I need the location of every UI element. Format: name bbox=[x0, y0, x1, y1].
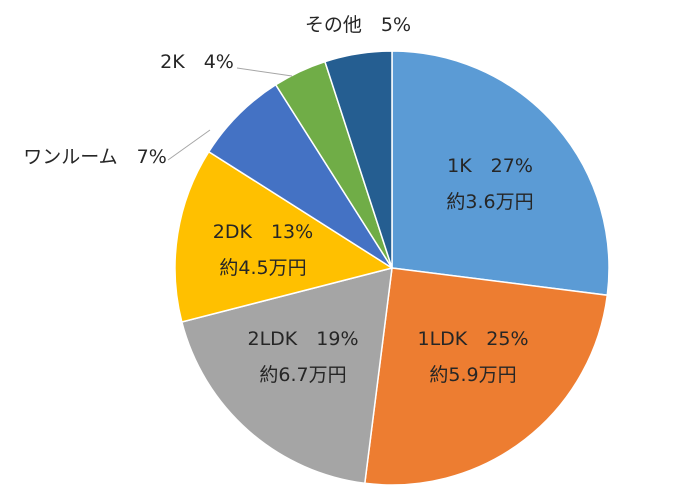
labels-layer: 1K 27% 約3.6万円 1LDK 25% 約5.9万円 2LDK 19% 約6.7万円… bbox=[23, 14, 533, 386]
leader-lines-layer bbox=[167, 67, 293, 161]
slice-label-2LDK: 2LDK 19% bbox=[248, 328, 359, 350]
slice-label-ワンルーム: ワンルーム 7% bbox=[23, 146, 167, 168]
slice-label-1K: 1K 27% bbox=[447, 155, 533, 177]
slice-label-1LDK: 1LDK 25% bbox=[418, 328, 529, 350]
slice-label-その他: その他 5% bbox=[305, 14, 411, 36]
leader-line-2K bbox=[236, 67, 293, 77]
slice-rent-label-1LDK: 約5.9万円 bbox=[429, 364, 516, 386]
slice-label-2K: 2K 4% bbox=[160, 51, 234, 73]
slices-layer bbox=[174, 50, 610, 486]
pie-slice-2LDK bbox=[180, 266, 393, 485]
slice-label-2DK: 2DK 13% bbox=[213, 221, 313, 243]
slice-rent-label-1K: 約3.6万円 bbox=[446, 191, 533, 213]
pie-slice-2DK bbox=[174, 150, 394, 323]
pie-slice-その他 bbox=[323, 50, 393, 269]
pie-slice-1LDK bbox=[363, 267, 609, 486]
pie-slice-1K bbox=[391, 50, 610, 297]
slice-rent-label-2LDK: 約6.7万円 bbox=[259, 364, 346, 386]
leader-line-ワンルーム bbox=[167, 129, 211, 161]
slice-rent-label-2DK: 約4.5万円 bbox=[219, 257, 306, 279]
